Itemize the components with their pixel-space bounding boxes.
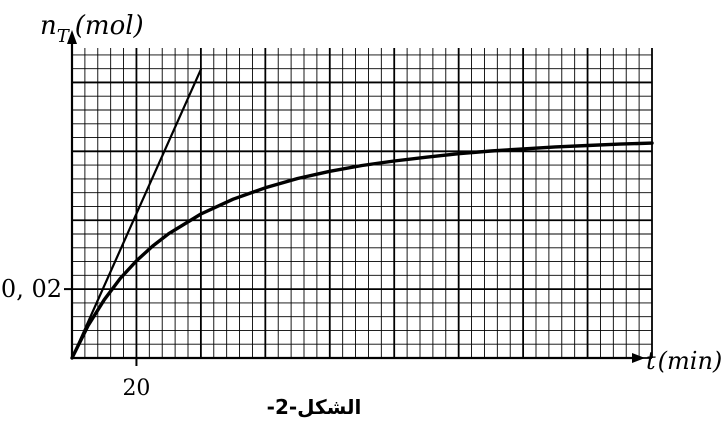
- y-tick-label: 0, 02: [1, 275, 62, 303]
- y-axis-symbol: n: [40, 11, 57, 41]
- x-axis-unit: (min): [658, 347, 723, 375]
- series-layer: [70, 68, 654, 360]
- axes: [64, 30, 645, 366]
- major-grid: [71, 48, 653, 359]
- n-vs-t-curve: [70, 141, 654, 360]
- x-axis-label: t(min): [646, 347, 722, 375]
- x-axis-symbol: t: [646, 347, 656, 375]
- y-axis-unit: (mol): [75, 11, 144, 41]
- x-tick-label: 20: [122, 376, 150, 401]
- minor-grid: [72, 48, 652, 358]
- tangent-line: [70, 68, 202, 360]
- y-axis-subscript: T: [57, 26, 71, 47]
- y-axis-arrow: [67, 30, 77, 44]
- y-axis-label: nT (mol): [40, 11, 144, 47]
- x-axis-arrow: [632, 353, 645, 363]
- figure-caption: الشكل-2-: [267, 395, 362, 419]
